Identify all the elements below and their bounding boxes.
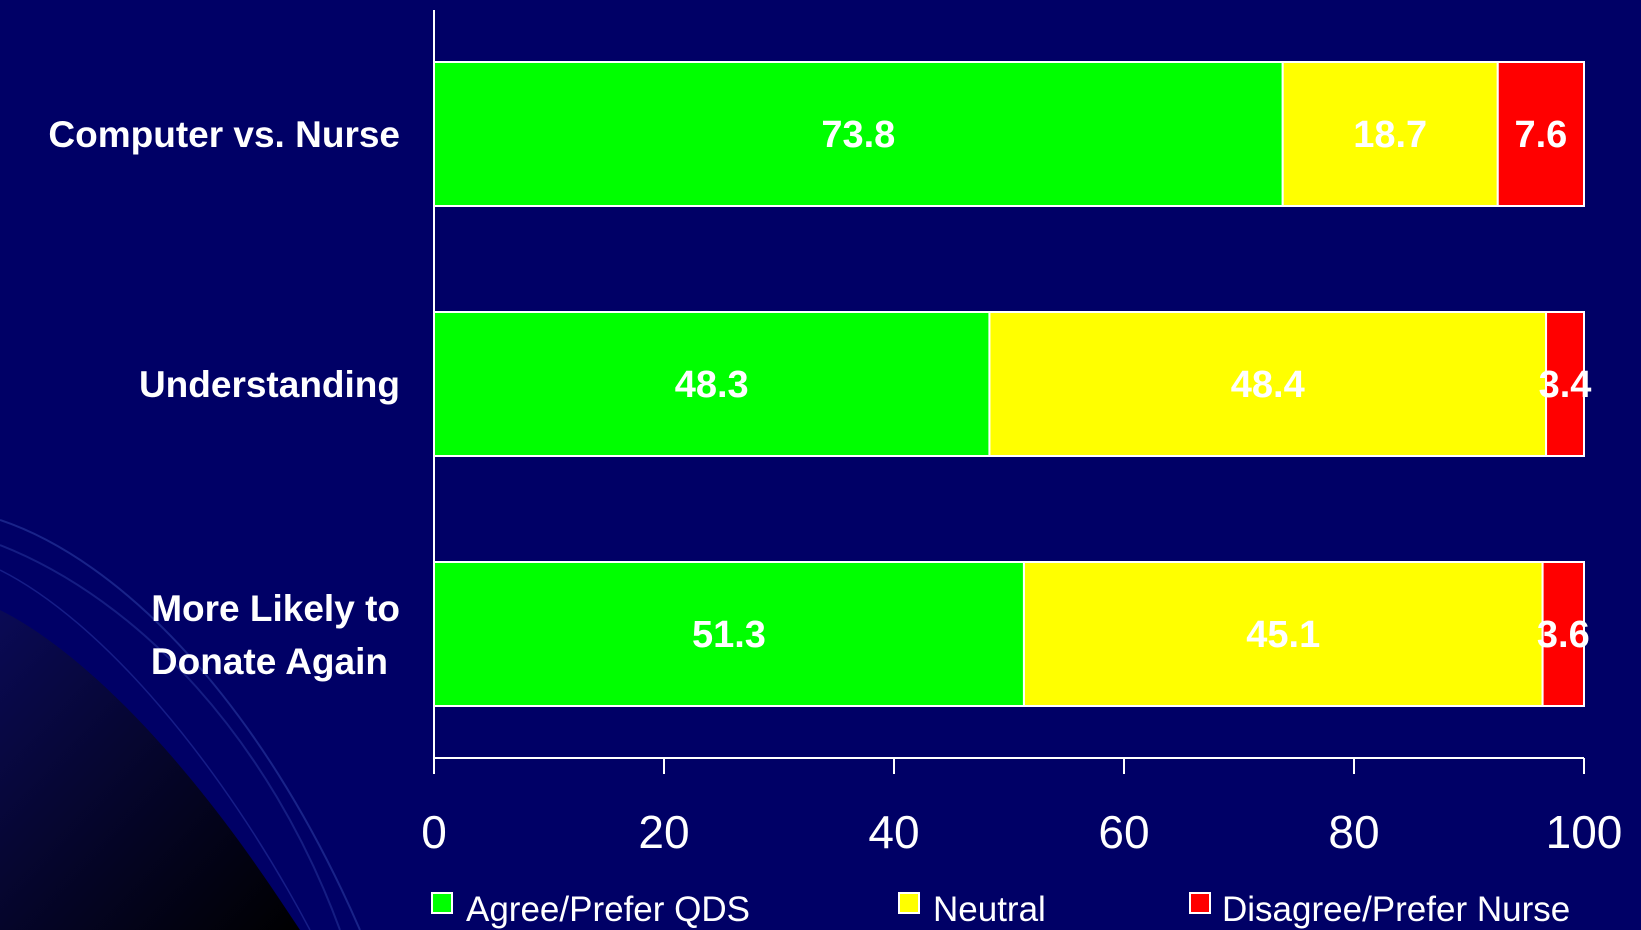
bar-disagree-prefer-nurse-more-likely-to-donate-again <box>1541 561 1585 707</box>
x-tick-label-40: 40 <box>868 806 919 858</box>
data-label-disagree-prefer-nurse-more-likely-to-donate-again: 3.6 <box>1537 614 1590 656</box>
data-label-disagree-prefer-nurse-understanding: 3.4 <box>1539 364 1592 406</box>
legend: Agree/Prefer QDS Neutral Disagree/Prefer N… <box>431 890 1570 929</box>
bar-disagree-prefer-nurse-computer-vs-nurse <box>1496 61 1585 207</box>
data-label-neutral-computer-vs-nurse: 18.7 <box>1353 114 1427 156</box>
data-label-agree-prefer-qds-understanding: 48.3 <box>675 364 749 406</box>
bar-agree-prefer-qds-more-likely-to-donate-again <box>433 561 1025 707</box>
legend-label-agree-prefer-qds: Agree/Prefer QDS <box>466 890 750 929</box>
bar-neutral-computer-vs-nurse <box>1281 61 1499 207</box>
data-label-agree-prefer-qds-computer-vs-nurse: 73.8 <box>821 114 895 156</box>
x-tick-label-100: 100 <box>1546 806 1623 858</box>
legend-swatch-neutral <box>898 892 920 914</box>
x-tick-label-60: 60 <box>1098 806 1149 858</box>
legend-label-neutral: Neutral <box>933 890 1046 929</box>
data-label-agree-prefer-qds-more-likely-to-donate-again: 51.3 <box>692 614 766 656</box>
decor-curve-3 <box>0 569 311 930</box>
category-label-understanding: Understanding <box>139 364 400 405</box>
x-tick-label-0: 0 <box>421 806 447 858</box>
data-label-neutral-more-likely-to-donate-again: 45.1 <box>1246 614 1320 656</box>
bars-layer <box>433 61 1586 707</box>
axes-layer: Computer vs. Nurse Understanding More Like… <box>48 10 1622 858</box>
x-tick-label-20: 20 <box>638 806 689 858</box>
data-label-neutral-understanding: 48.4 <box>1231 364 1305 406</box>
legend-label-disagree-prefer-nurse: Disagree/Prefer Nurse <box>1222 890 1570 929</box>
legend-swatch-disagree-prefer-nurse <box>1189 892 1211 914</box>
legend-swatch-agree-prefer-qds <box>431 892 453 914</box>
decor-curve-1 <box>0 519 361 930</box>
decor-curve-2 <box>0 544 341 930</box>
bar-disagree-prefer-nurse-understanding <box>1545 311 1586 457</box>
bar-neutral-more-likely-to-donate-again <box>1022 561 1544 707</box>
corner-shadow-swoosh <box>0 610 300 930</box>
background-decoration <box>0 519 361 930</box>
bar-neutral-understanding <box>988 311 1548 457</box>
bar-agree-prefer-qds-computer-vs-nurse <box>433 61 1284 207</box>
bar-agree-prefer-qds-understanding <box>433 311 991 457</box>
category-label-computer-vs-nurse: Computer vs. Nurse <box>48 114 400 155</box>
data-label-disagree-prefer-nurse-computer-vs-nurse: 7.6 <box>1514 114 1567 156</box>
category-label-more-likely-to-donate-again: More Likely to Donate Again <box>151 588 400 682</box>
x-tick-label-80: 80 <box>1328 806 1379 858</box>
data-labels-layer: 73.8 18.7 7.6 48.3 48.4 3.4 51.3 45.1 3.6 <box>675 114 1592 656</box>
